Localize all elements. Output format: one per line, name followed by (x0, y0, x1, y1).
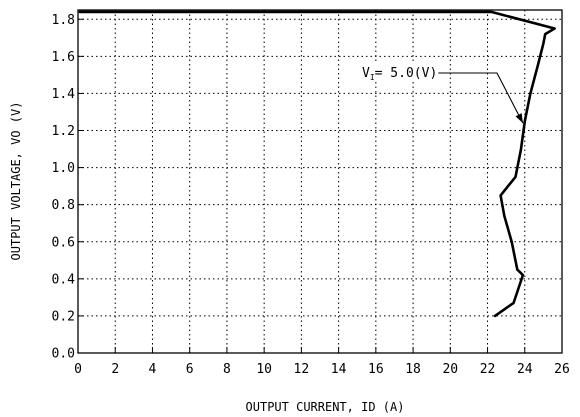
x-tick-label: 26 (554, 362, 570, 377)
x-tick-label: 16 (368, 362, 384, 377)
x-tick-label: 12 (294, 362, 310, 377)
y-tick-label: 1.2 (52, 124, 75, 139)
x-tick-label: 24 (517, 362, 533, 377)
x-tick-label: 4 (149, 362, 157, 377)
tick-labels: 0 2 4 6 8 10 12 14 16 18 20 22 24 260.00.20.40.60.81.… (52, 13, 570, 377)
tick-marks (77, 18, 563, 354)
annotation-leader-line (438, 72, 524, 124)
y-tick-label: 0.4 (52, 272, 76, 287)
y-tick-label: 1.0 (52, 161, 75, 176)
y-tick-label: 0.6 (52, 235, 75, 250)
curve-layer (78, 10, 556, 318)
y-tick-label: 1.8 (52, 13, 75, 28)
x-tick-label: 0 (74, 362, 82, 377)
y-tick-label: 0.2 (52, 309, 75, 324)
y-tick-label: 0.8 (52, 198, 75, 213)
annotation: VI= 5.0(V) (360, 64, 524, 124)
x-tick-label: 14 (331, 362, 347, 377)
x-tick-label: 6 (186, 362, 194, 377)
y-axis-title: OUTPUT VOLTAGE, VO (V) (9, 102, 23, 261)
annotation-label-background (360, 64, 441, 82)
x-tick-label: 2 (111, 362, 119, 377)
annotation-label: VI= 5.0(V) (362, 66, 437, 82)
y-tick-label: 1.4 (52, 87, 76, 102)
series-line (78, 10, 556, 318)
x-tick-label: 18 (405, 362, 421, 377)
x-tick-label: 8 (223, 362, 231, 377)
annotation-arrowhead (515, 113, 523, 124)
plot-area (78, 10, 562, 353)
y-tick-label: 0.0 (52, 347, 75, 362)
y-tick-label: 1.6 (52, 50, 75, 65)
x-tick-label: 22 (480, 362, 496, 377)
plot-frame (77, 9, 563, 354)
grid (78, 10, 562, 353)
x-tick-label: 20 (442, 362, 458, 377)
x-axis-title: OUTPUT CURRENT, ID (A) (246, 400, 405, 414)
x-tick-label: 10 (256, 362, 272, 377)
